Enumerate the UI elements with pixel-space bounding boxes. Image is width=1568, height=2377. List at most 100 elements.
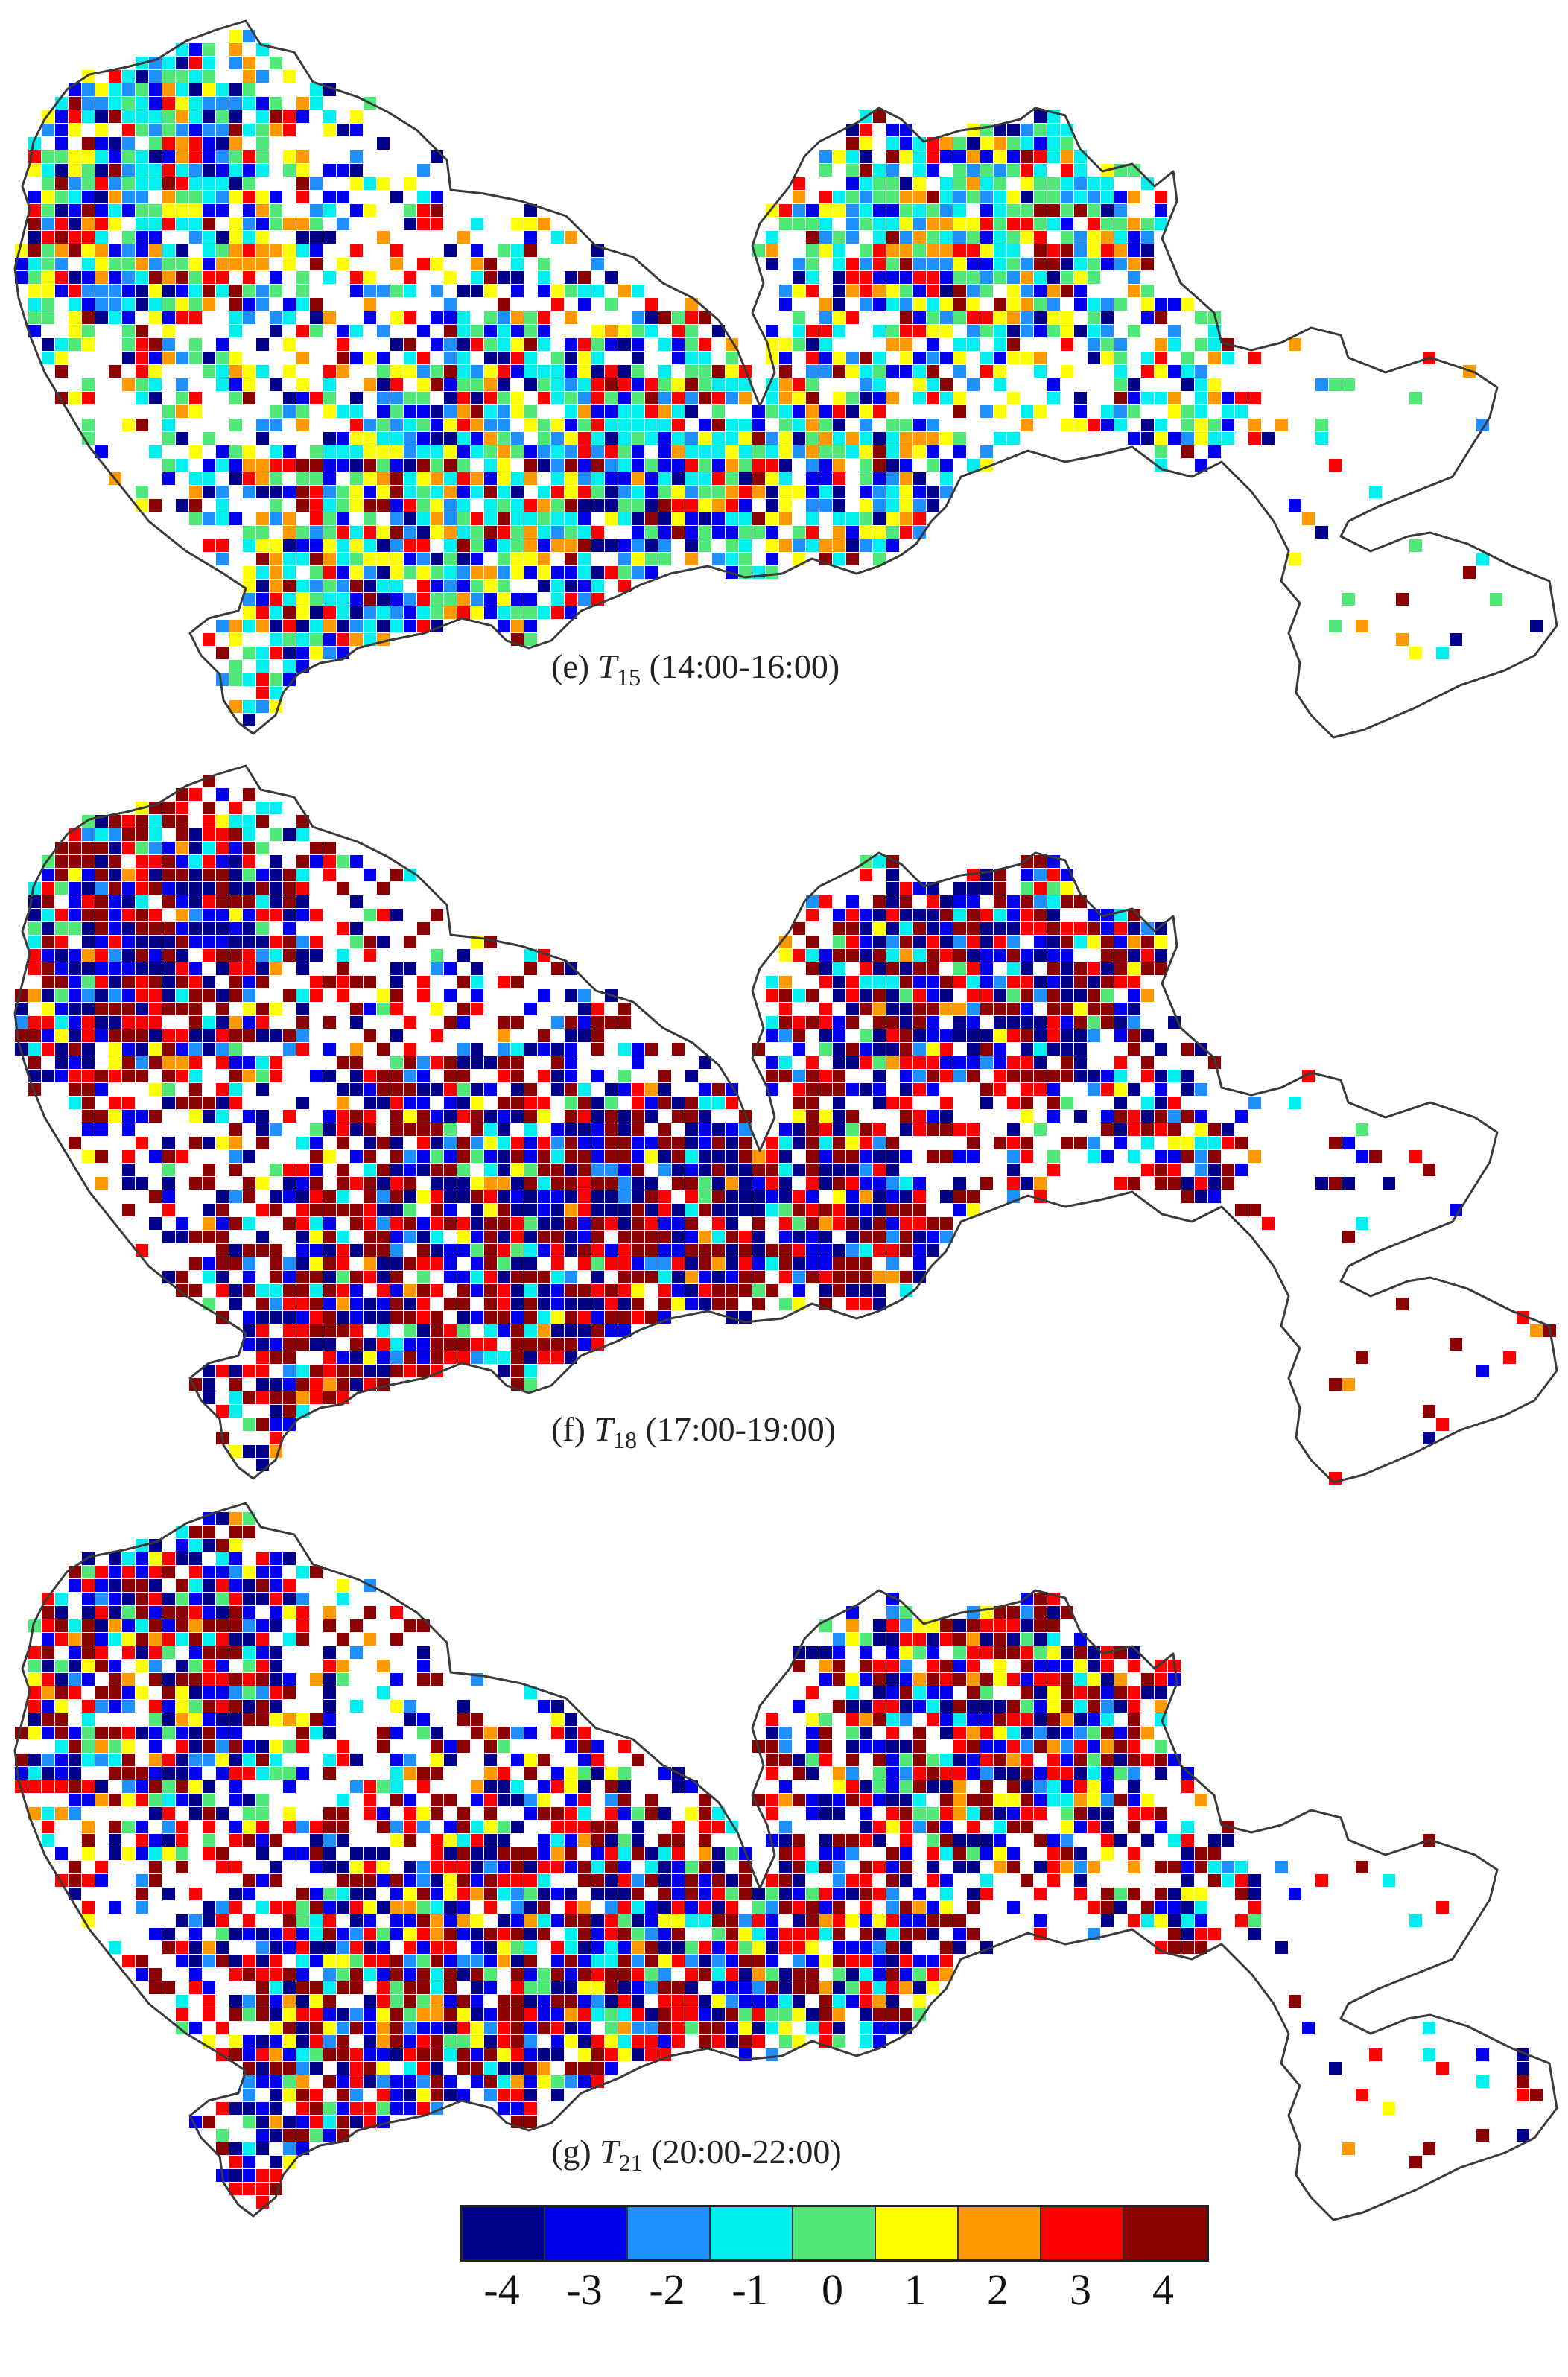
grid-cell — [994, 1619, 1006, 1632]
grid-cell — [953, 164, 966, 177]
grid-cell — [136, 1646, 148, 1659]
grid-cell — [860, 1660, 872, 1672]
grid-cell — [672, 1164, 685, 1176]
grid-cell — [1047, 882, 1060, 895]
grid-cell — [913, 486, 926, 498]
grid-cell — [95, 231, 108, 244]
grid-cell — [1088, 204, 1100, 217]
grid-cell — [672, 352, 685, 364]
grid-cell — [940, 244, 953, 257]
grid-cell — [793, 1029, 805, 1042]
grid-cell — [243, 882, 255, 895]
grid-cell — [833, 1807, 845, 1820]
grid-cell — [994, 1754, 1006, 1766]
grid-cell — [1007, 1016, 1020, 1029]
grid-cell — [176, 1552, 188, 1565]
grid-cell — [270, 1298, 282, 1310]
grid-cell — [229, 1244, 242, 1257]
grid-cell — [1088, 352, 1100, 364]
grid-cell — [69, 1767, 81, 1780]
grid-cell — [42, 1016, 54, 1029]
grid-cell — [364, 1338, 376, 1351]
grid-cell — [1088, 962, 1100, 975]
grid-cell — [364, 936, 376, 948]
grid-cell — [1356, 620, 1368, 632]
grid-cell — [417, 352, 430, 364]
grid-cell — [457, 976, 470, 988]
grid-cell — [457, 1164, 470, 1176]
grid-cell — [337, 1204, 349, 1216]
grid-cell — [927, 895, 939, 908]
grid-cell — [538, 580, 550, 592]
grid-cell — [498, 1056, 510, 1069]
grid-cell — [578, 1298, 591, 1310]
grid-cell — [1088, 1780, 1100, 1793]
grid-cell — [578, 989, 591, 1002]
grid-cell — [1061, 922, 1073, 935]
grid-cell — [82, 419, 95, 431]
grid-cell — [390, 432, 403, 445]
grid-cell — [1034, 271, 1047, 284]
grid-cell — [779, 1150, 792, 1163]
grid-cell — [873, 164, 886, 177]
grid-cell — [176, 432, 188, 445]
grid-cell — [498, 606, 510, 619]
grid-cell — [752, 1164, 765, 1176]
grid-cell — [658, 1257, 671, 1270]
grid-cell — [886, 1029, 899, 1042]
grid-cell — [551, 1338, 564, 1351]
grid-cell — [176, 855, 188, 868]
grid-cell — [283, 1405, 296, 1418]
grid-cell — [578, 593, 591, 606]
grid-cell — [632, 432, 644, 445]
grid-cell — [256, 164, 269, 177]
grid-cell — [1047, 1780, 1060, 1793]
grid-cell — [565, 539, 577, 552]
grid-cell — [1047, 962, 1060, 975]
grid-cell — [95, 1619, 108, 1632]
grid-cell — [203, 828, 215, 841]
grid-cell — [377, 1137, 390, 1149]
grid-cell — [471, 1780, 483, 1793]
grid-cell — [632, 1164, 644, 1176]
grid-cell — [149, 936, 162, 948]
grid-cell — [82, 828, 95, 841]
grid-cell — [377, 137, 390, 150]
grid-cell — [136, 70, 148, 83]
grid-cell — [551, 1217, 564, 1230]
grid-cell — [1168, 1150, 1181, 1163]
grid-cell — [524, 218, 537, 230]
grid-cell — [1114, 976, 1127, 988]
grid-cell — [980, 1029, 993, 1042]
grid-cell — [28, 244, 41, 257]
grid-cell — [55, 1767, 68, 1780]
map-g — [13, 1502, 1558, 2221]
grid-cell — [457, 1271, 470, 1283]
grid-cell — [243, 788, 255, 801]
grid-cell — [337, 566, 349, 579]
grid-cell — [994, 1713, 1006, 1726]
grid-cell — [672, 311, 685, 324]
grid-cell — [82, 1566, 95, 1578]
grid-cell — [1074, 1646, 1087, 1659]
grid-cell — [42, 1606, 54, 1619]
grid-cell — [484, 1257, 497, 1270]
grid-cell — [176, 1231, 188, 1243]
grid-cell — [913, 1727, 926, 1739]
grid-cell — [404, 1713, 416, 1726]
grid-cell — [806, 1177, 819, 1190]
grid-cell — [404, 1284, 416, 1297]
grid-cell — [229, 298, 242, 311]
grid-cell — [203, 1593, 215, 1605]
grid-cell — [833, 1164, 845, 1176]
grid-cell — [323, 620, 336, 632]
grid-cell — [229, 1123, 242, 1136]
grid-cell — [122, 1633, 135, 1646]
grid-cell — [364, 1298, 376, 1310]
grid-cell — [994, 1056, 1006, 1069]
grid-cell — [471, 512, 483, 525]
grid-cell — [980, 137, 993, 150]
grid-cell — [296, 1177, 309, 1190]
grid-cell — [417, 1231, 430, 1243]
city-boundary — [13, 764, 1558, 1484]
